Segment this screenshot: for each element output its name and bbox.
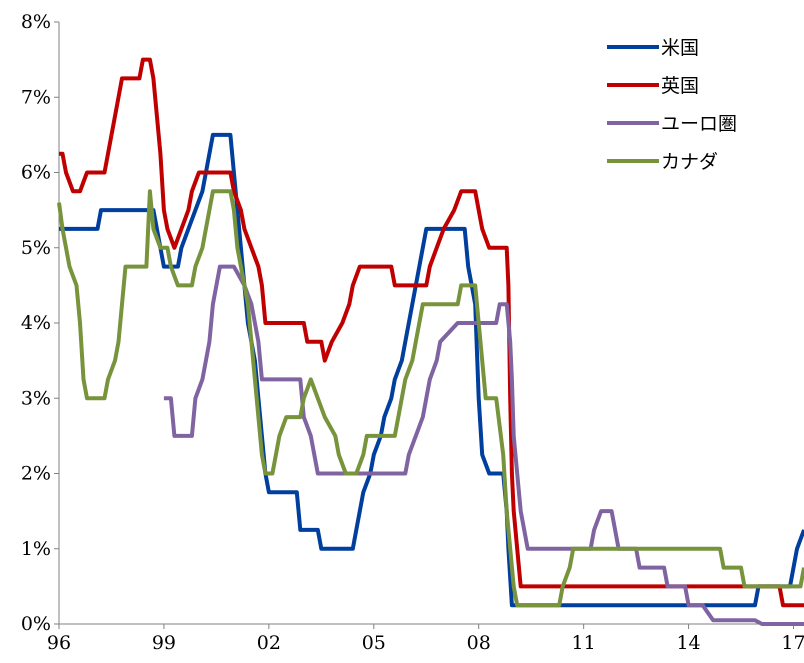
x-tick-label: 96: [47, 632, 71, 654]
x-tick-label: 08: [467, 632, 491, 654]
series-line-3: [57, 189, 804, 608]
x-tick-label: 14: [676, 632, 700, 654]
y-tick-label: 6%: [21, 162, 51, 184]
x-tick-label: 99: [152, 632, 176, 654]
y-tick-label: 5%: [21, 237, 51, 259]
legend-label-2: ユーロ圏: [661, 113, 737, 135]
axes: 0% 1% 2% 3% 4% 5% 6% 7% 8% 96 99 02 05 08 11 14 17: [21, 11, 804, 654]
series-line-2: [163, 264, 804, 626]
x-tick-label: 17: [781, 632, 804, 654]
y-tick-label: 1%: [21, 538, 51, 560]
legend-label-0: 米国: [661, 37, 699, 59]
y-tick-label: 0%: [21, 613, 51, 635]
x-tick-label: 02: [257, 632, 281, 654]
series-line-1: [59, 57, 804, 608]
legend-label-1: 英国: [661, 75, 699, 97]
y-tick-label: 7%: [21, 86, 51, 108]
y-tick-label: 3%: [21, 387, 51, 409]
series-line-0: [59, 132, 804, 608]
legend-label-3: カナダ: [661, 151, 718, 173]
y-tick-label: 8%: [21, 11, 51, 33]
y-tick-label: 4%: [21, 312, 51, 334]
x-tick-label: 11: [572, 632, 596, 654]
series-lines: [57, 57, 804, 626]
x-tick-label: 05: [362, 632, 386, 654]
y-tick-label: 2%: [21, 463, 51, 485]
